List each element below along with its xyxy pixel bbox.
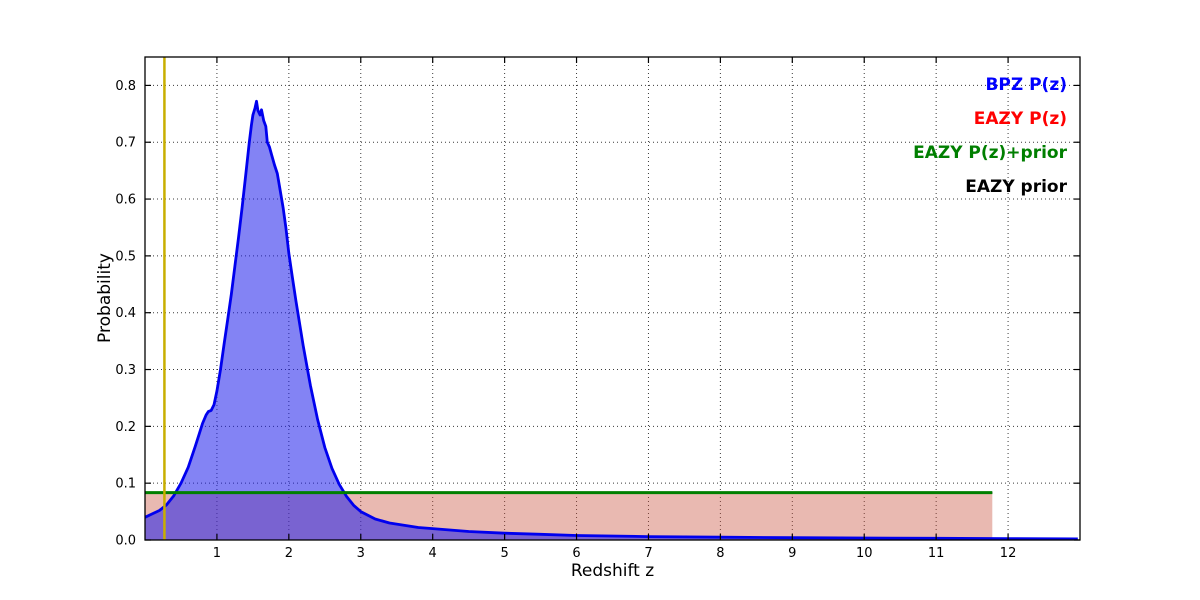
y-tick-label: 0.0 — [115, 534, 136, 549]
x-axis-label: Redshift z — [570, 561, 655, 581]
x-tick-label: 7 — [644, 546, 652, 561]
x-tick-label: 9 — [788, 546, 796, 561]
series-line-bpz-pz — [144, 99, 1078, 541]
x-tick-label: 12 — [1000, 546, 1017, 561]
y-tick-label: 0.2 — [115, 420, 136, 435]
x-tick-label: 1 — [213, 546, 221, 561]
legend: BPZ P(z) EAZY P(z) EAZY P(z)+prior EAZY … — [913, 68, 1067, 204]
x-tick-label: 2 — [285, 546, 293, 561]
x-tick-label: 8 — [716, 546, 724, 561]
y-tick-label: 0.3 — [115, 363, 136, 378]
y-tick-label: 0.6 — [115, 193, 136, 208]
axes-frame — [144, 56, 1081, 541]
y-tick-label: 0.1 — [115, 477, 136, 492]
series-fill-bpz-pz — [145, 101, 1078, 541]
x-tick-label: 6 — [572, 546, 580, 561]
legend-item-bpz-pz: BPZ P(z) — [985, 75, 1067, 95]
x-tick-label: 5 — [500, 546, 508, 561]
legend-item-eazy-pz-prior: EAZY P(z)+prior — [913, 143, 1067, 163]
y-tick-label: 0.5 — [115, 249, 136, 264]
x-tick-label: 3 — [357, 546, 365, 561]
x-tick-label: 4 — [429, 546, 437, 561]
legend-item-eazy-pz: EAZY P(z) — [973, 109, 1067, 129]
x-tick-label: 10 — [856, 546, 873, 561]
x-tick-label: 11 — [928, 546, 945, 561]
y-tick-label: 0.7 — [115, 136, 136, 151]
legend-item-eazy-prior: EAZY prior — [965, 177, 1067, 197]
y-axis-label: Probability — [95, 253, 115, 343]
y-tick-label: 0.4 — [115, 306, 136, 321]
y-tick-label: 0.8 — [115, 79, 136, 94]
